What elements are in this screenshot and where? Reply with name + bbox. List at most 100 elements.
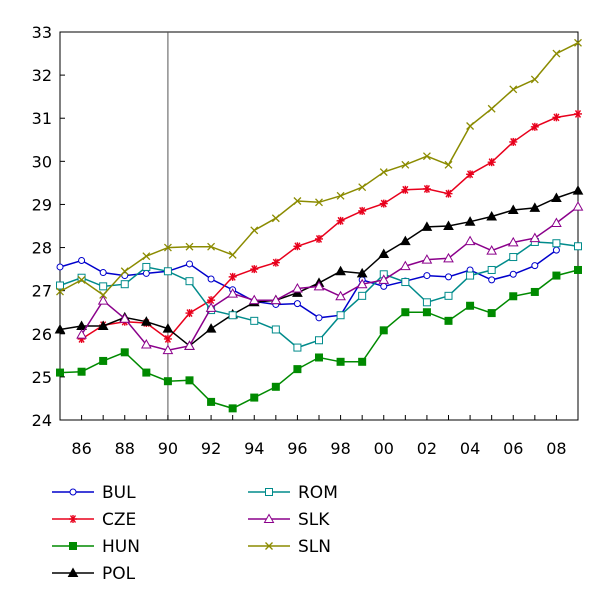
legend-marker-slk xyxy=(263,513,275,523)
x-tick-label: 02 xyxy=(417,439,437,458)
cross-stroke xyxy=(574,38,582,47)
data-point-pol xyxy=(162,323,174,333)
data-point-rom xyxy=(315,336,323,345)
x-tick-label: 00 xyxy=(374,439,394,458)
data-point-hun xyxy=(271,382,280,391)
series-cze xyxy=(77,109,582,343)
data-point-rom xyxy=(487,265,496,274)
data-point-sln xyxy=(99,291,108,299)
data-point-rom xyxy=(163,267,172,276)
data-point-bul xyxy=(488,276,496,284)
data-point-hun xyxy=(379,326,388,335)
data-point-hun xyxy=(99,356,108,365)
data-point-slk xyxy=(529,232,541,243)
series-line-cze xyxy=(81,113,579,341)
x-tick-label: 04 xyxy=(460,439,480,458)
data-point-cze xyxy=(552,113,561,122)
data-point-bul xyxy=(56,263,64,271)
x-tick-label: 86 xyxy=(71,439,91,458)
data-point-slk xyxy=(292,282,303,293)
cross-stroke xyxy=(422,152,431,161)
cross-stroke xyxy=(530,75,539,84)
data-point-slk xyxy=(313,280,325,291)
cross-stroke xyxy=(265,542,273,550)
y-tick-label: 26 xyxy=(32,325,52,344)
legend-marker-sln xyxy=(265,542,273,550)
data-point-sln xyxy=(56,287,64,296)
cross-stroke xyxy=(163,243,172,252)
data-point-rom xyxy=(250,316,259,325)
data-point-rom xyxy=(336,311,345,320)
data-point-slk xyxy=(184,340,195,350)
data-point-cze xyxy=(466,170,475,179)
data-point-rom xyxy=(358,291,367,300)
cross-stroke xyxy=(487,104,496,113)
data-point-pol xyxy=(356,267,368,278)
x-tick-label: 92 xyxy=(201,439,221,458)
data-point-cze xyxy=(487,158,496,167)
x-tick-label: 96 xyxy=(287,439,307,458)
legend-marker-bul xyxy=(69,488,77,496)
data-point-slk xyxy=(551,217,562,227)
data-point-slk xyxy=(205,302,217,312)
data-point-bul xyxy=(186,260,193,268)
data-point-hun xyxy=(207,397,216,406)
data-point-sln xyxy=(552,49,561,58)
data-point-slk xyxy=(486,245,498,255)
data-point-pol xyxy=(54,323,66,334)
data-point-hun xyxy=(336,357,345,366)
data-point-cze xyxy=(250,265,259,274)
data-point-pol xyxy=(443,220,454,230)
y-tick-label: 28 xyxy=(32,239,52,258)
data-point-sln xyxy=(207,242,216,251)
data-point-pol xyxy=(205,323,217,333)
legend-label-bul: BUL xyxy=(102,483,136,503)
data-point-slk xyxy=(378,274,390,284)
data-point-rom xyxy=(444,291,453,300)
series-slk xyxy=(76,201,584,355)
data-point-cze xyxy=(271,258,280,267)
x-tick-label: 94 xyxy=(244,439,264,458)
data-point-pol xyxy=(378,248,390,259)
data-point-pol xyxy=(421,221,433,231)
data-point-rom xyxy=(293,343,302,352)
data-point-sln xyxy=(336,191,345,200)
data-point-bul xyxy=(531,262,539,270)
data-point-rom xyxy=(228,311,237,320)
x-tick-label: 08 xyxy=(546,439,566,458)
data-point-hun xyxy=(142,368,151,377)
data-point-slk xyxy=(356,278,368,289)
data-point-bul xyxy=(99,269,107,277)
legend-label-pol: POL xyxy=(102,564,136,584)
data-point-cze xyxy=(530,122,539,131)
data-point-cze xyxy=(293,242,302,251)
legend-label-slk: SLK xyxy=(298,510,330,530)
cross-stroke xyxy=(120,267,129,276)
data-point-rom xyxy=(56,281,64,290)
series-line-sln xyxy=(59,42,579,296)
data-point-hun xyxy=(552,271,561,280)
y-tick-label: 30 xyxy=(32,152,52,171)
data-point-pol xyxy=(486,210,498,221)
plot-frame xyxy=(59,31,579,421)
cross-stroke xyxy=(99,291,108,299)
cross-stroke xyxy=(466,122,475,130)
data-point-cze xyxy=(228,272,237,281)
legend-marker-pol xyxy=(67,567,79,577)
data-point-hun xyxy=(574,265,582,274)
x-tick-label: 98 xyxy=(330,439,350,458)
data-point-hun xyxy=(509,292,518,301)
data-point-hun xyxy=(315,353,323,362)
data-point-rom xyxy=(142,262,151,271)
data-point-rom xyxy=(99,282,108,291)
cross-stroke xyxy=(315,198,323,207)
data-point-hun xyxy=(228,404,237,413)
data-point-slk xyxy=(140,339,152,349)
data-point-bul xyxy=(423,272,431,280)
data-point-slk xyxy=(507,236,519,247)
legend-item-bul: BUL xyxy=(52,483,136,503)
data-point-cze xyxy=(336,216,345,225)
data-point-rom xyxy=(422,298,431,307)
cross-stroke xyxy=(185,242,194,251)
data-point-hun xyxy=(358,357,367,366)
